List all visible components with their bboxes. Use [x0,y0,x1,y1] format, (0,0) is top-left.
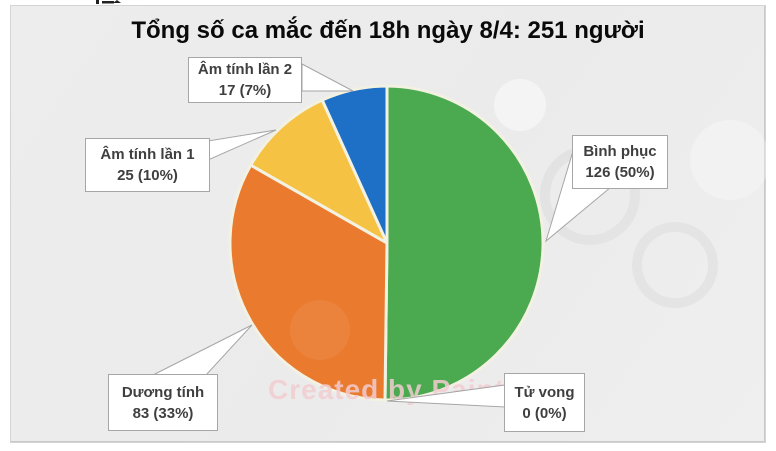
callout-box-tu-vong: Tử vong 0 (0%) [504,373,585,432]
callout-label: Tử vong [514,383,575,401]
callout-label: Âm tính lần 1 [100,146,195,163]
callout-value: 83 (33%) [132,404,194,422]
callout-value: 0 (0%) [522,404,567,422]
callout-value: 126 (50%) [585,164,655,181]
callout-value: 25 (10%) [117,167,178,184]
callout-box-am-tinh-lan-2: Âm tính lần 2 17 (7%) [188,57,302,103]
callout-value: 17 (7%) [218,82,272,99]
watermark-text: Created by Paint S [268,374,534,405]
callout-box-duong-tinh: Dương tính 83 (33%) [108,374,218,431]
cropped-text-artifact [96,0,121,4]
chart-title: Tổng số ca mắc đến 18h ngày 8/4: 251 ngư… [131,17,645,44]
callout-label: Bình phục [583,143,657,160]
callout-box-am-tinh-lan-1: Âm tính lần 1 25 (10%) [85,138,210,192]
callout-label: Âm tính lần 2 [197,61,293,78]
callout-box-binh-phuc: Bình phục 126 (50%) [572,135,668,189]
callout-label: Dương tính [121,383,205,401]
